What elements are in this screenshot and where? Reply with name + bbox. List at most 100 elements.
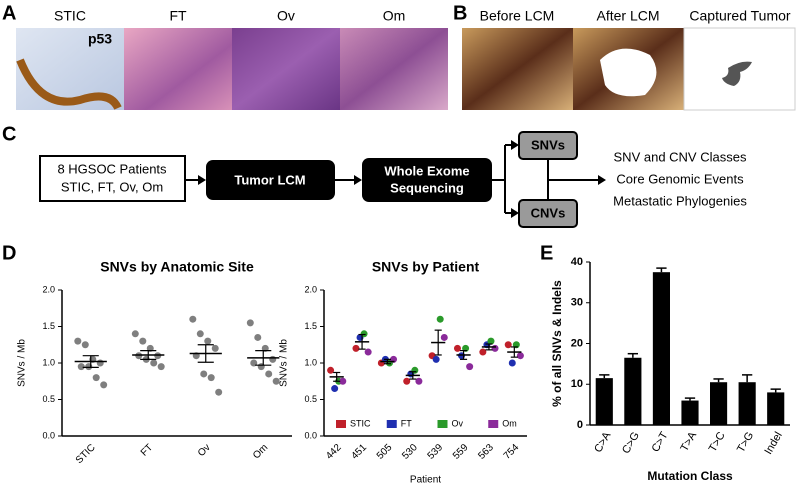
y-tick-label: 0.5 bbox=[42, 394, 55, 404]
x-tick-label: C>A bbox=[592, 429, 614, 454]
chart-title: SNVs by Anatomic Site bbox=[100, 259, 254, 275]
bar bbox=[652, 272, 670, 425]
flow-node-text: CNVs bbox=[531, 205, 566, 220]
bar bbox=[595, 378, 613, 425]
x-tick-label: STIC bbox=[74, 442, 98, 466]
x-tick-label: 539 bbox=[426, 442, 446, 462]
data-point bbox=[466, 363, 474, 371]
y-tick-label: 0.0 bbox=[42, 430, 55, 440]
flow-output: Metastatic Phylogenies bbox=[613, 193, 747, 208]
x-axis-label: Patient bbox=[410, 475, 441, 486]
x-tick-label: Ov bbox=[196, 442, 213, 459]
lcm-image bbox=[462, 28, 573, 110]
flow-node bbox=[39, 155, 186, 202]
data-point bbox=[157, 363, 165, 371]
x-tick-label: T>C bbox=[707, 430, 728, 454]
data-point bbox=[74, 337, 82, 345]
data-point bbox=[96, 359, 104, 367]
data-point bbox=[453, 344, 461, 352]
y-tick-label: 0.0 bbox=[304, 430, 317, 440]
panel-label: B bbox=[453, 2, 467, 24]
panel-label: A bbox=[2, 2, 16, 24]
data-point bbox=[269, 355, 277, 363]
data-point bbox=[150, 359, 158, 367]
flow-node-text: STIC, FT, Ov, Om bbox=[61, 179, 163, 194]
data-point bbox=[139, 337, 147, 345]
flow-output: Core Genomic Events bbox=[616, 171, 744, 186]
data-point bbox=[81, 341, 89, 349]
x-tick-label: C>T bbox=[650, 430, 671, 455]
data-point bbox=[246, 319, 254, 327]
image-label: Om bbox=[383, 8, 406, 24]
y-tick-label: 2.0 bbox=[42, 284, 55, 294]
data-point bbox=[92, 374, 100, 382]
data-point bbox=[415, 377, 423, 385]
legend-label: STIC bbox=[350, 418, 371, 428]
x-tick-label: FT bbox=[139, 442, 155, 458]
x-tick-label: 505 bbox=[375, 442, 395, 462]
x-tick-label: 754 bbox=[502, 442, 522, 462]
flow-node-text: SNVs bbox=[531, 137, 565, 152]
histology-image bbox=[232, 28, 340, 110]
data-point bbox=[516, 352, 524, 360]
data-point bbox=[508, 359, 516, 367]
y-tick-label: 20 bbox=[571, 337, 583, 349]
x-tick-label: C>G bbox=[620, 430, 642, 456]
data-point bbox=[403, 377, 411, 385]
chart-title: SNVs by Patient bbox=[372, 259, 480, 275]
panel-label: C bbox=[2, 123, 16, 145]
arrowheads bbox=[198, 140, 606, 218]
bar bbox=[767, 392, 785, 425]
x-tick-label: Indel bbox=[763, 430, 785, 457]
y-tick-label: 0 bbox=[577, 419, 583, 431]
image-label: Before LCM bbox=[480, 8, 555, 24]
flow-node bbox=[362, 158, 492, 202]
data-point bbox=[200, 370, 208, 378]
image-label: Ov bbox=[277, 8, 295, 24]
x-tick-label: T>A bbox=[678, 429, 699, 453]
bar bbox=[681, 400, 699, 425]
data-point bbox=[77, 363, 85, 371]
y-axis-label: SNVs / Mb bbox=[279, 339, 290, 387]
histology-image bbox=[340, 28, 448, 110]
data-point bbox=[215, 388, 223, 396]
data-point bbox=[339, 377, 347, 385]
legend-swatch bbox=[336, 420, 346, 428]
y-tick-label: 30 bbox=[571, 297, 583, 309]
data-point bbox=[196, 330, 204, 338]
data-point bbox=[265, 370, 273, 378]
data-point bbox=[254, 333, 262, 341]
data-point bbox=[331, 385, 339, 393]
image-detail bbox=[600, 48, 657, 97]
flow-node bbox=[518, 131, 578, 160]
data-point bbox=[487, 337, 495, 345]
histology-image bbox=[124, 28, 232, 110]
data-point bbox=[327, 366, 335, 374]
data-point bbox=[272, 377, 280, 385]
legend-label: FT bbox=[401, 418, 412, 428]
data-point bbox=[440, 333, 448, 341]
y-tick-label: 2.0 bbox=[304, 284, 317, 294]
data-point bbox=[436, 315, 444, 323]
y-tick-label: 1.5 bbox=[304, 321, 317, 331]
data-point bbox=[364, 348, 372, 356]
flow-node bbox=[518, 199, 578, 228]
x-axis-label: Mutation Class bbox=[647, 469, 733, 483]
legend-label: Ov bbox=[452, 418, 464, 428]
x-tick-label: 559 bbox=[451, 442, 471, 462]
data-point bbox=[504, 341, 512, 349]
data-point bbox=[204, 337, 212, 345]
flow-node-text: Sequencing bbox=[390, 180, 464, 195]
data-point bbox=[479, 348, 487, 356]
legend-swatch bbox=[437, 420, 448, 428]
y-tick-label: 0.5 bbox=[304, 394, 317, 404]
y-tick-label: 1.5 bbox=[42, 321, 55, 331]
x-tick-label: Om bbox=[251, 442, 270, 461]
data-point bbox=[352, 344, 360, 352]
bar bbox=[738, 382, 756, 425]
x-tick-label: T>G bbox=[735, 430, 756, 455]
x-tick-label: 442 bbox=[324, 442, 344, 462]
image-label: After LCM bbox=[596, 8, 659, 24]
legend-label: Om bbox=[502, 418, 517, 428]
